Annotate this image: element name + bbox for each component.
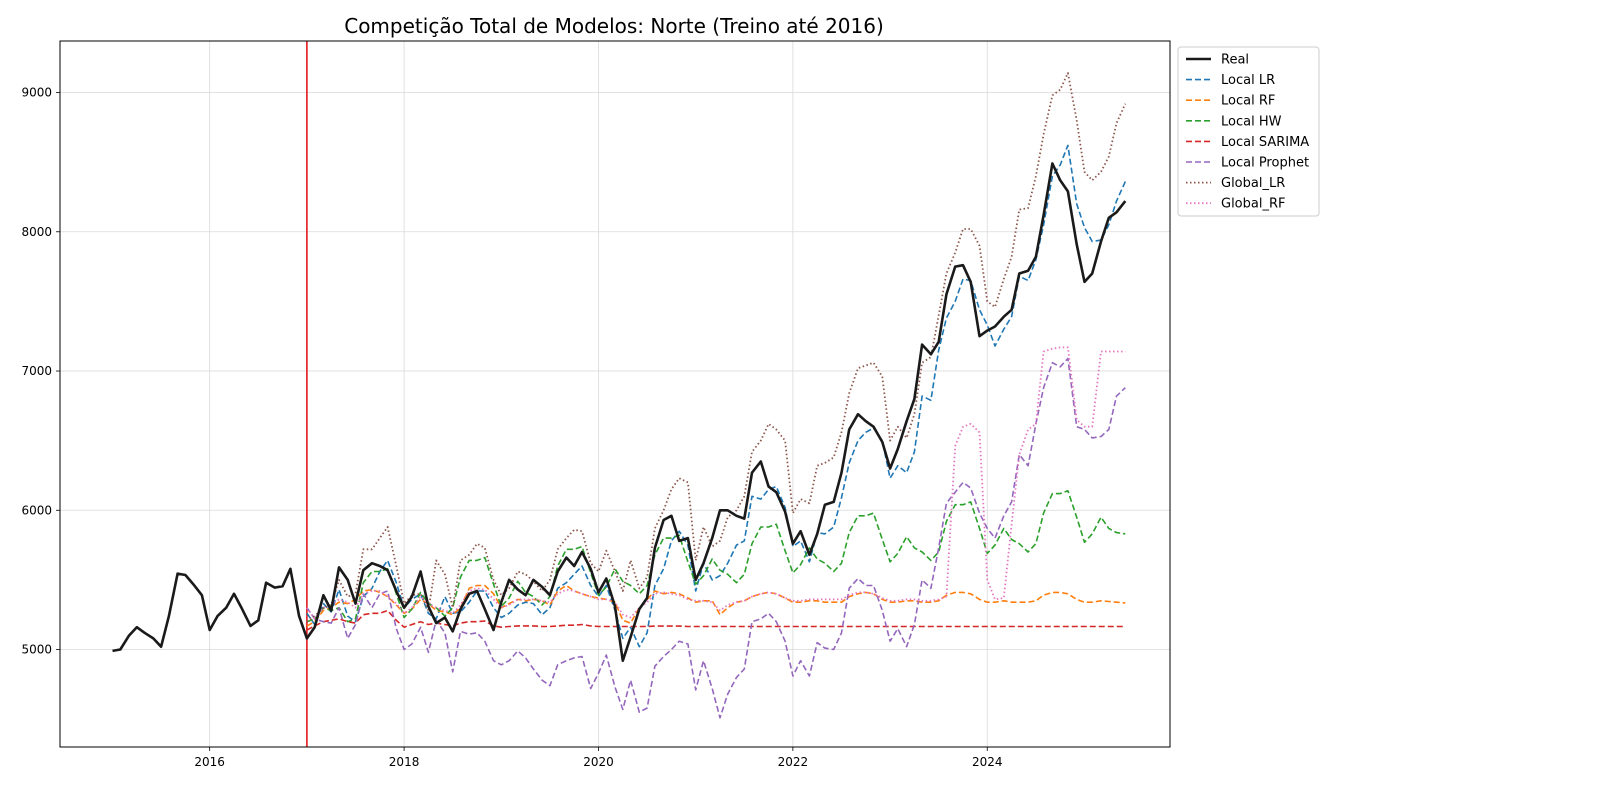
grid [60, 41, 1170, 747]
legend-label: Local RF [1221, 94, 1275, 109]
series-lines [112, 72, 1127, 719]
x-tick-label: 2020 [583, 755, 614, 769]
legend-label: Local Prophet [1221, 156, 1309, 171]
y-tick-label: 9000 [21, 86, 52, 100]
x-tick-label: 2016 [194, 755, 225, 769]
series-line-1 [306, 144, 1127, 648]
x-tick-label: 2018 [389, 755, 420, 769]
series-line-7 [306, 346, 1126, 620]
plot-frame [59, 40, 1171, 748]
y-tick-label: 5000 [21, 643, 52, 657]
legend-label: Local LR [1221, 73, 1275, 88]
chart-title: Competição Total de Modelos: Norte (Trei… [344, 14, 884, 38]
legend-label: Local SARIMA [1221, 135, 1309, 150]
series-line-4 [306, 609, 1126, 631]
legend: Real Local LR Local RF Local HW Local SARIMA… [1177, 46, 1320, 217]
legend-label: Local HW [1221, 114, 1282, 129]
series-line-6 [306, 72, 1127, 623]
y-tick-label: 8000 [21, 225, 52, 239]
y-axis-ticks: 5000 6000 7000 8000 9000 [21, 86, 60, 657]
y-tick-label: 7000 [21, 364, 52, 378]
x-tick-label: 2024 [972, 755, 1003, 769]
series-line-0 [112, 162, 1127, 663]
x-axis-ticks: 2016 2018 2020 2022 2024 [194, 747, 1003, 769]
series-line-2 [306, 584, 1126, 627]
y-tick-label: 6000 [21, 503, 52, 517]
legend-label: Global_LR [1221, 176, 1285, 191]
legend-box [1177, 46, 1320, 217]
x-tick-label: 2022 [778, 755, 809, 769]
legend-label: Real [1221, 53, 1249, 68]
series-line-3 [306, 489, 1126, 623]
series-line-5 [306, 357, 1126, 719]
legend-label: Global_RF [1221, 197, 1285, 212]
